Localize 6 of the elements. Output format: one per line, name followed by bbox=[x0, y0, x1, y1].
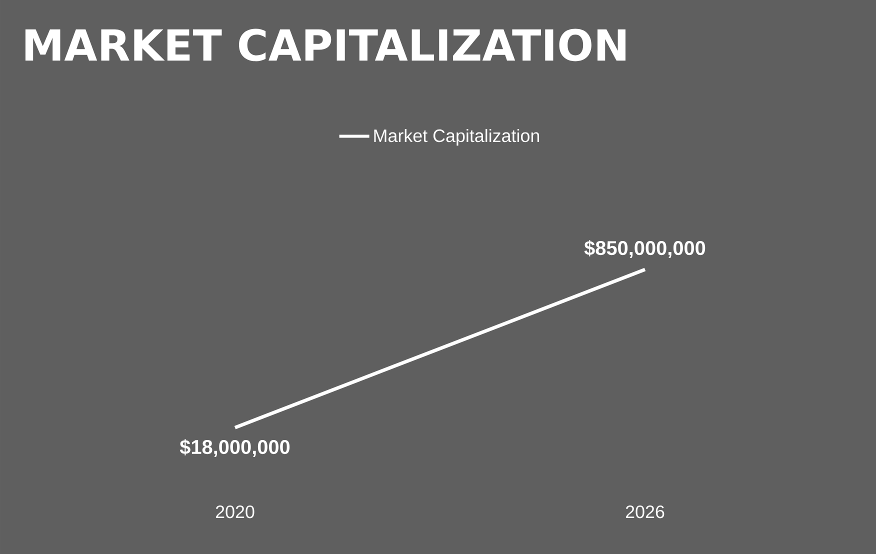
data-label: $18,000,000 bbox=[180, 439, 290, 457]
x-tick-label: 2026 bbox=[626, 505, 664, 518]
legend-label: Market Capitalization bbox=[374, 128, 540, 146]
chart-title: MARKET CAPITALIZATION bbox=[25, 28, 626, 62]
data-label: $850,000,000 bbox=[584, 240, 706, 258]
x-tick-label: 2020 bbox=[216, 505, 254, 518]
